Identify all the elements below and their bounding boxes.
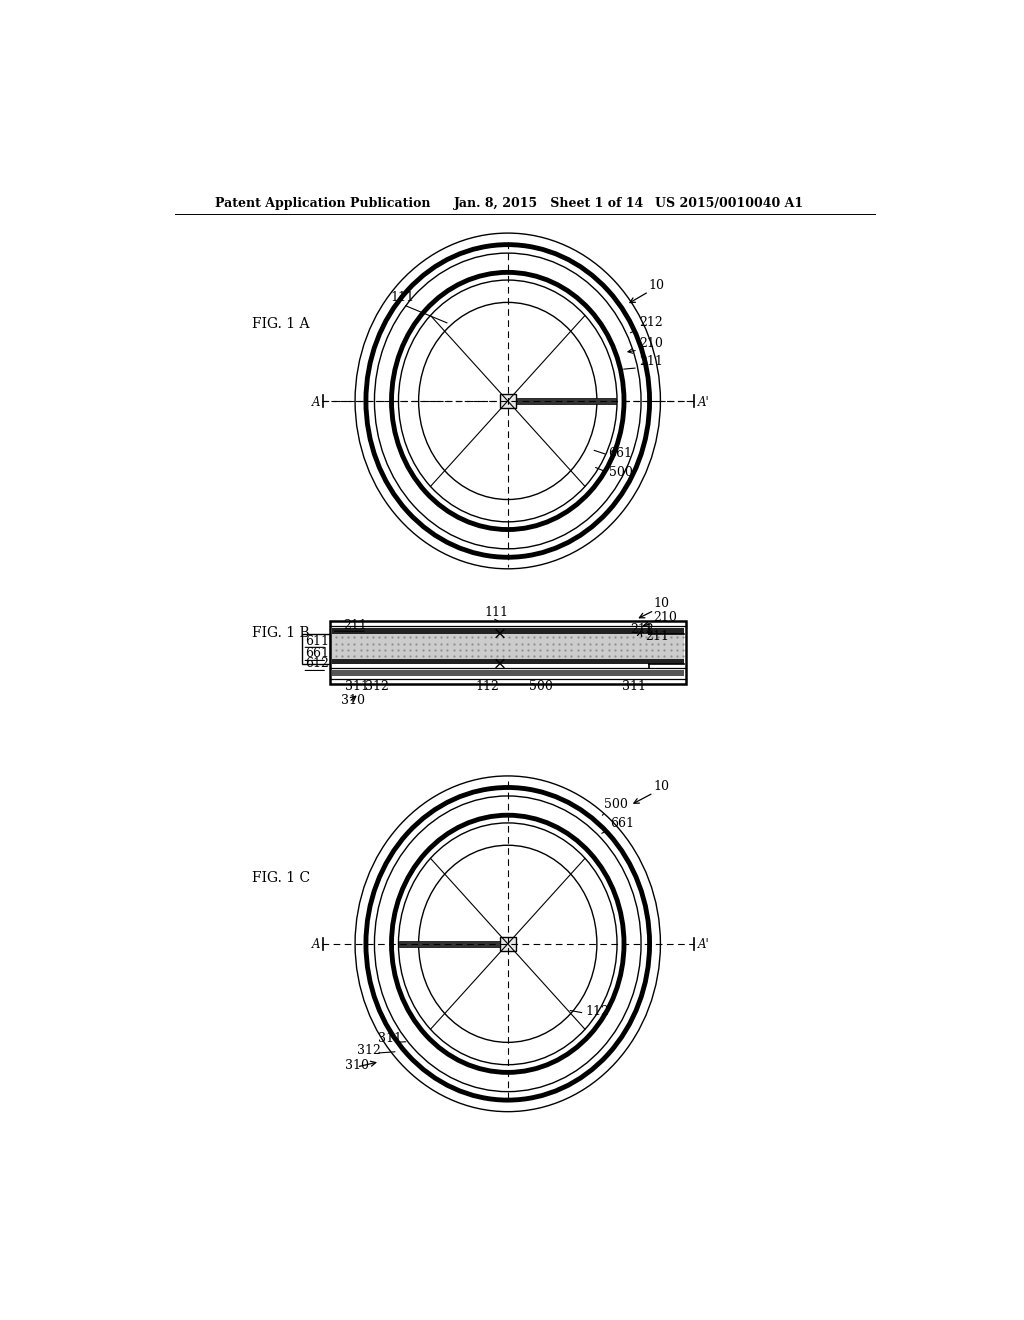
Text: 211: 211 xyxy=(645,630,669,643)
Text: 10: 10 xyxy=(649,280,665,292)
Bar xyxy=(332,635,684,659)
Text: 661: 661 xyxy=(610,817,634,830)
Bar xyxy=(302,635,330,664)
Bar xyxy=(332,659,684,664)
Bar xyxy=(330,622,686,684)
Text: 112: 112 xyxy=(475,680,499,693)
Text: 661: 661 xyxy=(305,647,329,660)
Text: 211: 211 xyxy=(343,619,368,632)
Text: 500: 500 xyxy=(608,466,633,479)
Text: FIG. 1 C: FIG. 1 C xyxy=(252,871,310,886)
Text: 111: 111 xyxy=(484,606,509,619)
Text: 310: 310 xyxy=(341,693,366,706)
Text: A: A xyxy=(311,939,321,952)
Text: FIG. 1 A: FIG. 1 A xyxy=(252,317,309,331)
Text: 500: 500 xyxy=(528,680,553,693)
Text: A': A' xyxy=(697,396,710,409)
Text: 311: 311 xyxy=(623,680,646,693)
Text: FIG. 1 B: FIG. 1 B xyxy=(252,627,309,640)
Bar xyxy=(500,937,515,950)
Text: 210: 210 xyxy=(639,337,663,350)
Text: 312: 312 xyxy=(366,680,389,693)
Bar xyxy=(515,397,616,404)
Text: 112: 112 xyxy=(586,1005,609,1018)
Text: 311: 311 xyxy=(378,1032,401,1045)
Text: Patent Application Publication: Patent Application Publication xyxy=(215,197,430,210)
Text: 612: 612 xyxy=(305,657,329,671)
Text: 611: 611 xyxy=(305,635,329,648)
Text: 211: 211 xyxy=(639,355,663,368)
Text: 500: 500 xyxy=(604,799,628,812)
Text: 311: 311 xyxy=(345,680,369,693)
Text: 212: 212 xyxy=(630,623,654,636)
Text: 312: 312 xyxy=(356,1044,381,1057)
Text: 212: 212 xyxy=(639,317,663,329)
Text: 210: 210 xyxy=(653,611,677,624)
Bar xyxy=(500,395,515,408)
Bar xyxy=(399,941,500,946)
Text: Jan. 8, 2015   Sheet 1 of 14: Jan. 8, 2015 Sheet 1 of 14 xyxy=(454,197,644,210)
Text: 310: 310 xyxy=(345,1059,369,1072)
Bar xyxy=(332,669,684,676)
Text: 10: 10 xyxy=(653,598,670,610)
Text: 111: 111 xyxy=(390,290,414,304)
Text: 10: 10 xyxy=(653,780,670,793)
Text: 661: 661 xyxy=(608,447,633,461)
Text: A: A xyxy=(311,396,321,409)
Bar xyxy=(332,628,684,635)
Text: A': A' xyxy=(697,939,710,952)
Text: US 2015/0010040 A1: US 2015/0010040 A1 xyxy=(655,197,803,210)
